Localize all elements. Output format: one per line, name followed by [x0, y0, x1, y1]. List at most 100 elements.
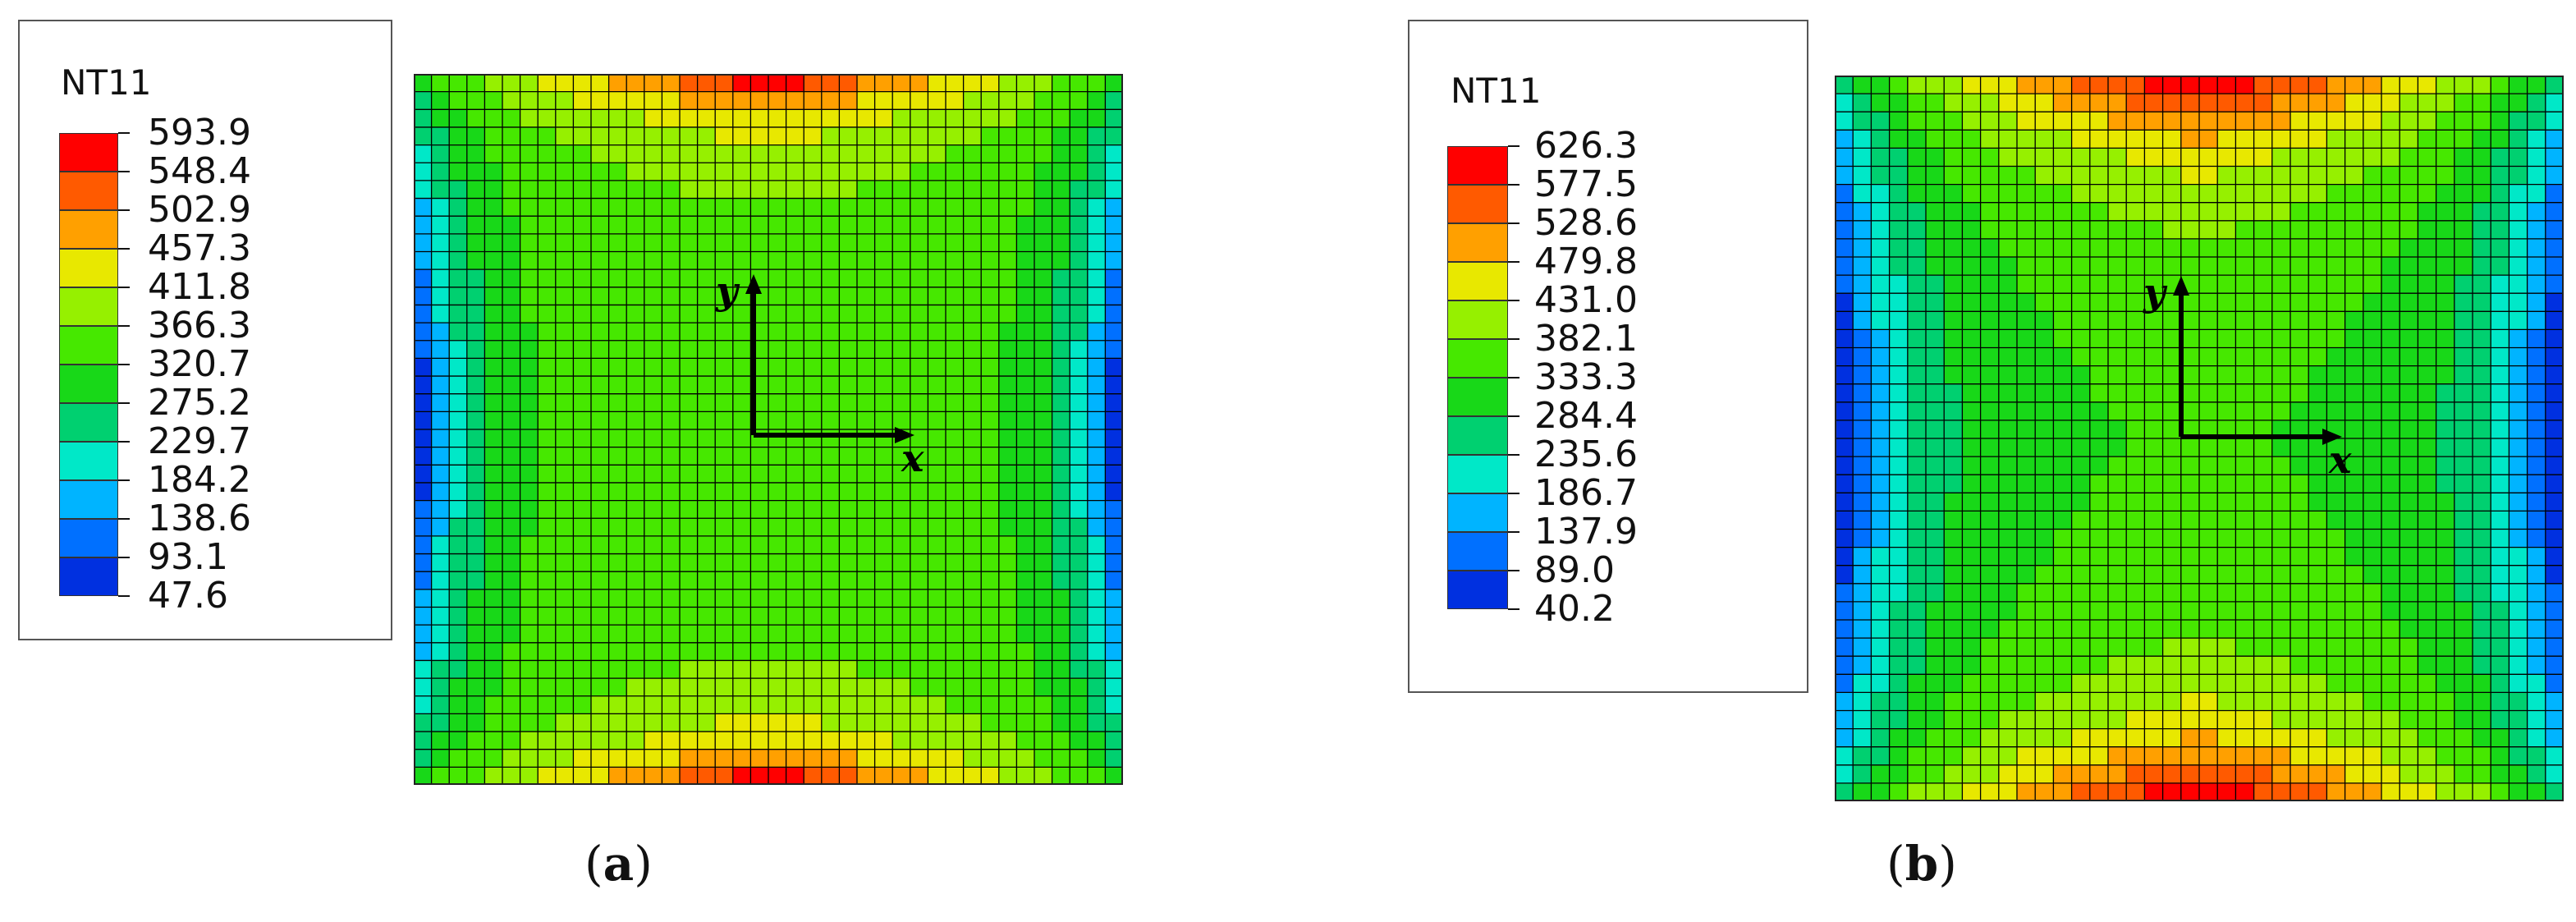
legend-swatch [59, 249, 118, 287]
legend-tick [118, 595, 130, 597]
legend-swatch [59, 442, 118, 480]
legend-tick [118, 441, 130, 443]
legend-swatch [1447, 493, 1508, 532]
legend-value: 284.4 [1534, 395, 1638, 437]
legend-value: 626.3 [1534, 125, 1638, 167]
legend-tick [118, 479, 130, 481]
legend-tick [1508, 338, 1519, 340]
legend-value: 320.7 [148, 343, 251, 385]
legend-value: 502.9 [148, 189, 251, 231]
mesh-lines [1835, 76, 2564, 801]
legend-tick [1508, 608, 1519, 610]
legend-tick [1508, 184, 1519, 186]
legend-swatch [59, 403, 118, 442]
legend-swatch [1447, 378, 1508, 416]
legend-swatch [1447, 146, 1508, 185]
legend-value: 366.3 [148, 305, 251, 346]
caption-close: ) [1938, 836, 1957, 892]
field-border [1835, 76, 2564, 801]
legend-value: 593.9 [148, 112, 251, 154]
x-arrowhead [895, 427, 914, 443]
legend-swatch [1447, 455, 1508, 493]
mesh-lines [414, 74, 1123, 785]
panel-a: NT11 593.9 548.4 502.9 457.3 411.8 366.3 320.7… [18, 20, 1123, 892]
caption-close: ) [634, 836, 653, 892]
temperature-contour-a: xy [414, 74, 1123, 785]
legend-tick [118, 402, 130, 404]
legend-swatch [1447, 532, 1508, 571]
legend-swatch [1447, 300, 1508, 339]
legend-value: 47.6 [148, 575, 228, 617]
legend-swatch [59, 133, 118, 172]
legend-value: 431.0 [1534, 279, 1638, 321]
legend-tick [118, 557, 130, 558]
legend-swatch [59, 172, 118, 210]
coordinate-axes: xy [2143, 270, 2352, 482]
legend-value: 479.8 [1534, 241, 1638, 282]
legend-tick [118, 171, 130, 172]
legend-value: 275.2 [148, 382, 251, 424]
y-axis-label: y [2143, 270, 2168, 314]
legend-swatch [1447, 223, 1508, 262]
legend-swatch [1447, 185, 1508, 223]
legend-tick [118, 132, 130, 134]
legend-value: 184.2 [148, 459, 251, 501]
legend-value: 40.2 [1534, 588, 1615, 630]
y-axis-label: y [715, 268, 740, 313]
legend-swatch [59, 519, 118, 557]
legend-tick [1508, 493, 1519, 494]
legend-tick [1508, 222, 1519, 224]
legend-value: 229.7 [148, 420, 251, 462]
mesh-cells [414, 74, 1123, 785]
x-arrowhead [2322, 429, 2342, 445]
caption-open: ( [584, 836, 603, 892]
legend-value: 235.6 [1534, 433, 1638, 475]
y-arrowhead [745, 274, 762, 294]
legend-tick [1508, 454, 1519, 456]
legend-tick [118, 518, 130, 520]
legend-swatch [59, 480, 118, 519]
panel-b: NT11 626.3 577.5 528.6 479.8 431.0 382.1 333.3… [1288, 0, 2576, 922]
legend-title: NT11 [61, 62, 152, 103]
temperature-contour-b: xy [1835, 76, 2564, 801]
legend-swatch [59, 557, 118, 596]
legend-tick [1508, 145, 1519, 147]
legend-tick [118, 248, 130, 250]
legend-value: 138.6 [148, 498, 251, 539]
legend-tick [1508, 300, 1519, 301]
legend-swatch [59, 365, 118, 403]
caption-letter: a [603, 836, 635, 892]
legend-tick [1508, 377, 1519, 378]
legend-swatch [1447, 416, 1508, 455]
legend-value: 577.5 [1534, 163, 1638, 205]
legend-swatch [59, 210, 118, 249]
caption-open: ( [1886, 836, 1905, 892]
legend-tick [118, 209, 130, 211]
y-arrowhead [2173, 276, 2189, 296]
legend-tick [1508, 415, 1519, 417]
legend-swatch [1447, 262, 1508, 300]
legend-value: 93.1 [148, 536, 228, 578]
legend-title: NT11 [1451, 71, 1542, 111]
legend-value: 89.0 [1534, 549, 1615, 591]
caption-b: (b) [1886, 836, 1957, 892]
legend-value: 528.6 [1534, 202, 1638, 244]
legend-value: 457.3 [148, 227, 251, 269]
legend-swatch [1447, 571, 1508, 609]
legend-tick [1508, 261, 1519, 263]
legend-value: 333.3 [1534, 356, 1638, 398]
legend-tick [118, 325, 130, 327]
legend-tick [1508, 570, 1519, 571]
mesh-cells [1835, 76, 2564, 801]
legend-value: 186.7 [1534, 472, 1638, 514]
legend-swatch [59, 326, 118, 365]
legend-swatch [1447, 339, 1508, 378]
x-axis-label: x [901, 436, 924, 480]
coordinate-axes: xy [715, 268, 924, 480]
legend-value: 411.8 [148, 266, 251, 308]
legend-value: 382.1 [1534, 318, 1638, 360]
legend-tick [118, 287, 130, 288]
legend-value: 548.4 [148, 150, 251, 192]
legend-value: 137.9 [1534, 511, 1638, 553]
caption-letter: b [1904, 836, 1939, 892]
